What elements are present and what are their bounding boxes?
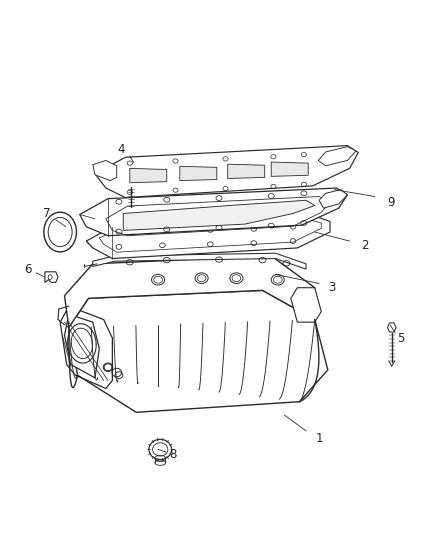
Polygon shape	[291, 288, 321, 322]
Polygon shape	[64, 256, 315, 327]
Polygon shape	[86, 216, 330, 259]
Polygon shape	[45, 272, 58, 282]
Polygon shape	[319, 190, 347, 208]
Polygon shape	[130, 168, 167, 183]
Polygon shape	[93, 253, 306, 269]
Text: 6: 6	[25, 263, 32, 276]
Polygon shape	[123, 200, 315, 230]
Polygon shape	[388, 323, 396, 332]
Text: 7: 7	[43, 207, 51, 220]
Polygon shape	[69, 290, 328, 413]
Polygon shape	[127, 168, 136, 187]
Text: 3: 3	[328, 281, 336, 294]
Polygon shape	[180, 166, 217, 181]
Polygon shape	[80, 188, 347, 236]
Text: 4: 4	[117, 143, 125, 156]
Polygon shape	[271, 162, 308, 176]
Polygon shape	[64, 314, 99, 378]
Polygon shape	[95, 146, 358, 198]
Text: 2: 2	[361, 239, 368, 252]
Polygon shape	[228, 164, 265, 179]
Text: 8: 8	[170, 448, 177, 461]
Text: 1: 1	[315, 432, 323, 446]
Text: 5: 5	[397, 332, 405, 344]
Polygon shape	[318, 147, 356, 166]
Text: 9: 9	[387, 196, 395, 209]
Polygon shape	[93, 160, 117, 181]
